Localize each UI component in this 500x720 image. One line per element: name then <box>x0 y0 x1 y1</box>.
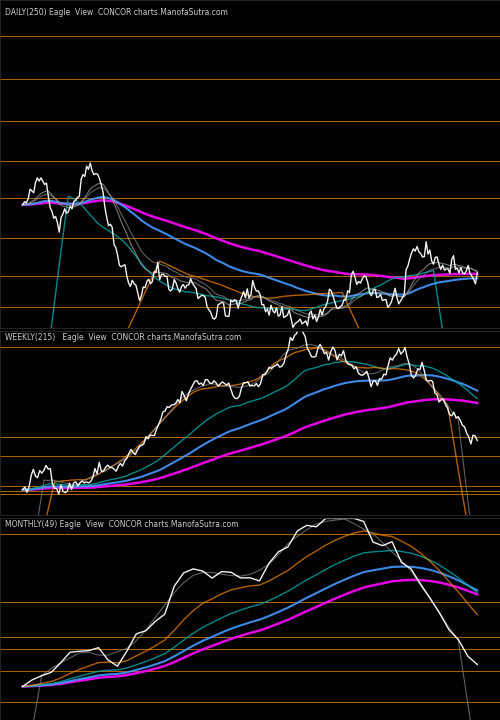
Text: DAILY(250) Eagle  View  CONCOR charts.ManofaSutra.com: DAILY(250) Eagle View CONCOR charts.Mano… <box>5 8 228 17</box>
Text: WEEKLY(215)   Eagle  View  CONCOR charts.ManofaSutra.com: WEEKLY(215) Eagle View CONCOR charts.Man… <box>5 333 241 342</box>
Text: MONTHLY(49) Eagle  View  CONCOR charts.ManofaSutra.com: MONTHLY(49) Eagle View CONCOR charts.Man… <box>5 521 238 529</box>
